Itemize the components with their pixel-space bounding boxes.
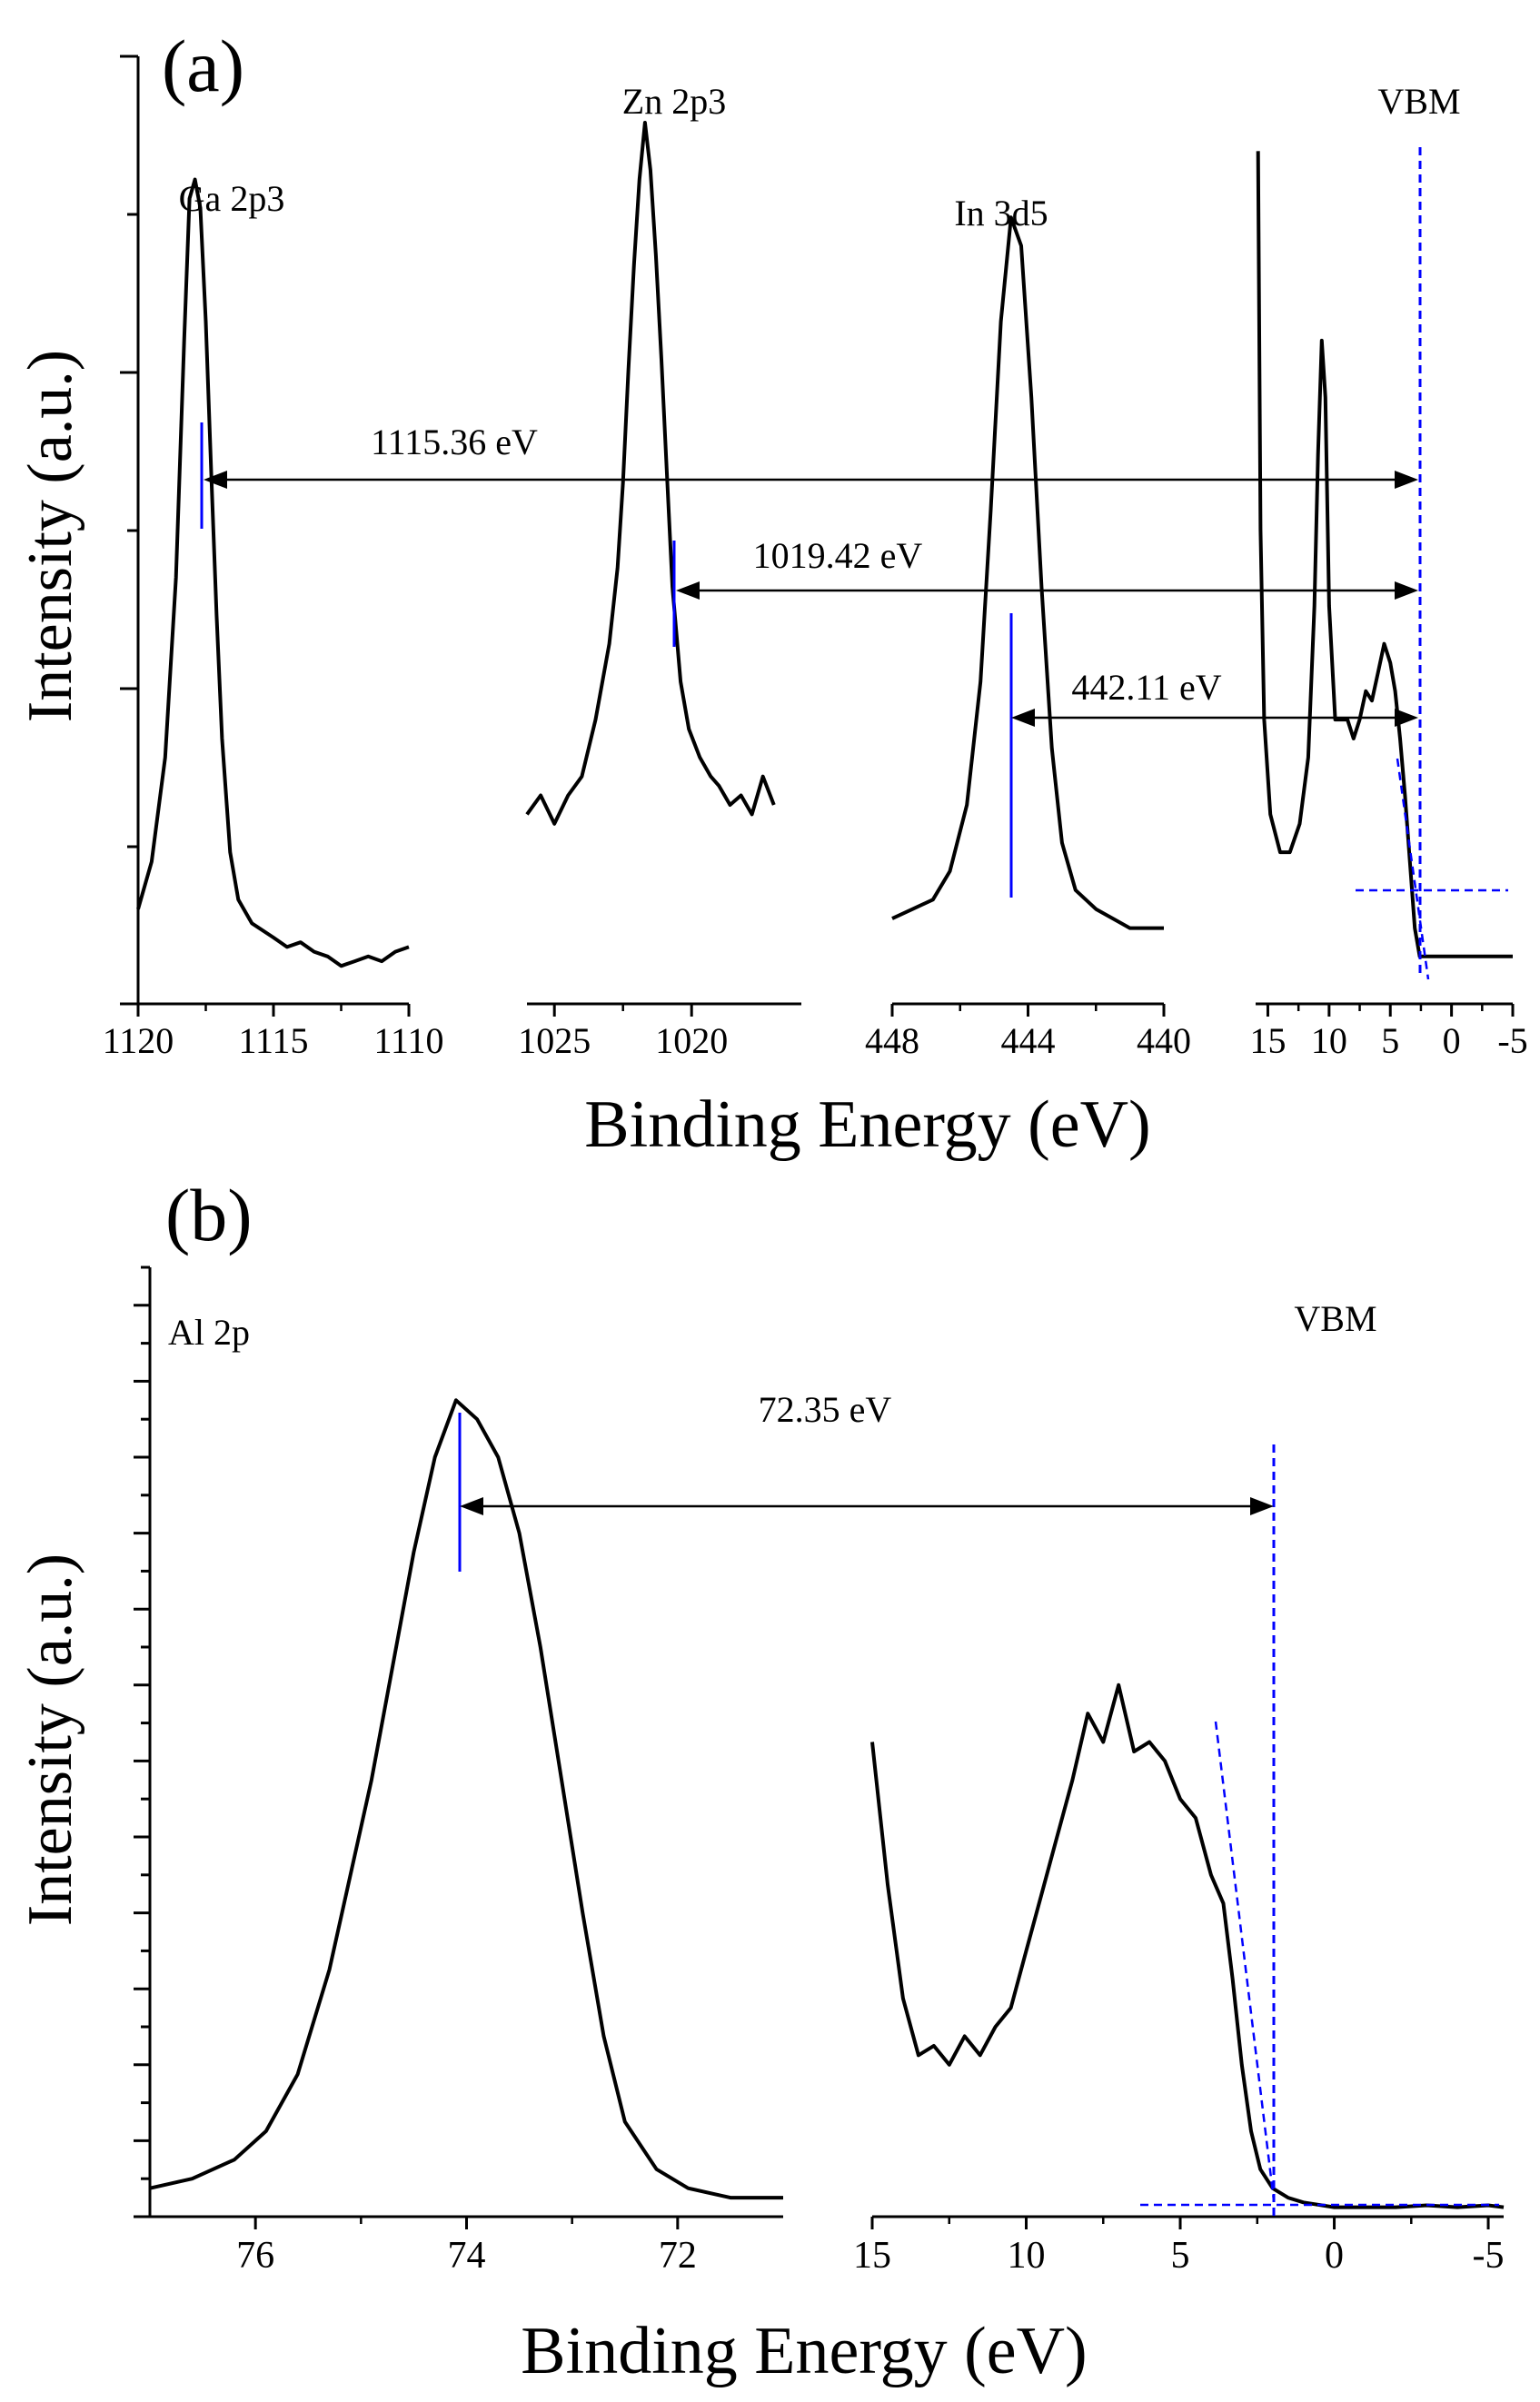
panel-b-label: (b)	[165, 1174, 253, 1256]
x-tick-label: 10	[1311, 1020, 1347, 1061]
x-tick-label: 76	[236, 2235, 274, 2277]
x-tick-label: 1025	[518, 1020, 591, 1061]
x-tick-label: 72	[659, 2235, 697, 2277]
peak-label-in-3d5: In 3d5	[954, 193, 1048, 233]
panel-b-x-label: Binding Energy (eV)	[521, 2314, 1087, 2388]
x-tick-label: 74	[448, 2235, 486, 2277]
energy-diff-al: 72.35 eV	[759, 1389, 892, 1430]
peak-label-al-2p: Al 2p	[168, 1312, 250, 1353]
x-tick-label: 0	[1443, 1020, 1461, 1061]
x-tick-label: -5	[1497, 1020, 1527, 1061]
arrow-in-to-vbm	[1011, 709, 1418, 727]
vbm-edge-fit-a	[1396, 758, 1430, 980]
x-tick-label: 1110	[373, 1020, 443, 1061]
vbm-edge-fit-b	[1214, 1721, 1276, 2201]
panel-a-y-label: Intensity (a.u.)	[15, 350, 85, 722]
spectrum-curve	[870, 1682, 1505, 2209]
x-tick-label: 1020	[655, 1020, 728, 1061]
x-tick-label: 440	[1137, 1020, 1191, 1061]
x-tick-label: 15	[1249, 1020, 1286, 1061]
panel-a-spectra	[136, 121, 1513, 968]
peak-label-ga-2p3: Ga 2p3	[179, 178, 285, 219]
x-tick-label: 1120	[103, 1020, 174, 1061]
panel-b-y-ticks	[134, 1266, 150, 2218]
x-tick-label: 1115	[238, 1020, 308, 1061]
panel-b: (b) Intensity (a.u.) 76 74 72 15 10 5 0 -5 Bind…	[15, 1174, 1505, 2388]
energy-diff-ga: 1115.36 eV	[371, 422, 538, 462]
panel-b-y-label: Intensity (a.u.)	[15, 1553, 85, 1926]
panel-b-x-ticks: 76 74 72 15 10 5 0 -5	[236, 2217, 1505, 2277]
x-tick-label: -5	[1473, 2235, 1505, 2277]
panel-a: (a) Intensity (a.u.) 1120 1115 1110 1025 102…	[15, 25, 1528, 1162]
spectrum-curve	[149, 1398, 783, 2200]
arrow-ga-to-vbm	[204, 471, 1418, 489]
spectrum-curve	[891, 215, 1164, 930]
vbm-label-a: VBM	[1377, 81, 1460, 122]
x-tick-label: 10	[1008, 2235, 1046, 2277]
panel-a-x-ticks: 1120 1115 1110 1025 1020 448 444 440 15 10 5 0 -5	[103, 1004, 1528, 1061]
x-tick-label: 5	[1381, 1020, 1399, 1061]
panel-a-x-label: Binding Energy (eV)	[584, 1087, 1150, 1162]
x-tick-label: 0	[1325, 2235, 1344, 2277]
vbm-label-b: VBM	[1294, 1298, 1376, 1339]
arrow-al-to-vbm	[460, 1497, 1274, 1515]
x-tick-label: 448	[865, 1020, 919, 1061]
x-tick-label: 444	[1001, 1020, 1056, 1061]
spectrum-curve	[1256, 151, 1513, 958]
panel-a-label: (a)	[162, 25, 244, 107]
energy-diff-in: 442.11 eV	[1071, 667, 1221, 708]
arrow-zn-to-vbm	[676, 581, 1418, 600]
spectrum-curve	[525, 121, 776, 826]
x-tick-label: 5	[1171, 2235, 1190, 2277]
x-tick-label: 15	[853, 2235, 891, 2277]
spectrum-curve	[136, 177, 410, 968]
panel-a-y-ticks	[120, 55, 138, 1006]
panel-b-spectra	[149, 1398, 1505, 2209]
energy-diff-zn: 1019.42 eV	[753, 535, 923, 576]
peak-label-zn-2p3: Zn 2p3	[622, 81, 726, 122]
